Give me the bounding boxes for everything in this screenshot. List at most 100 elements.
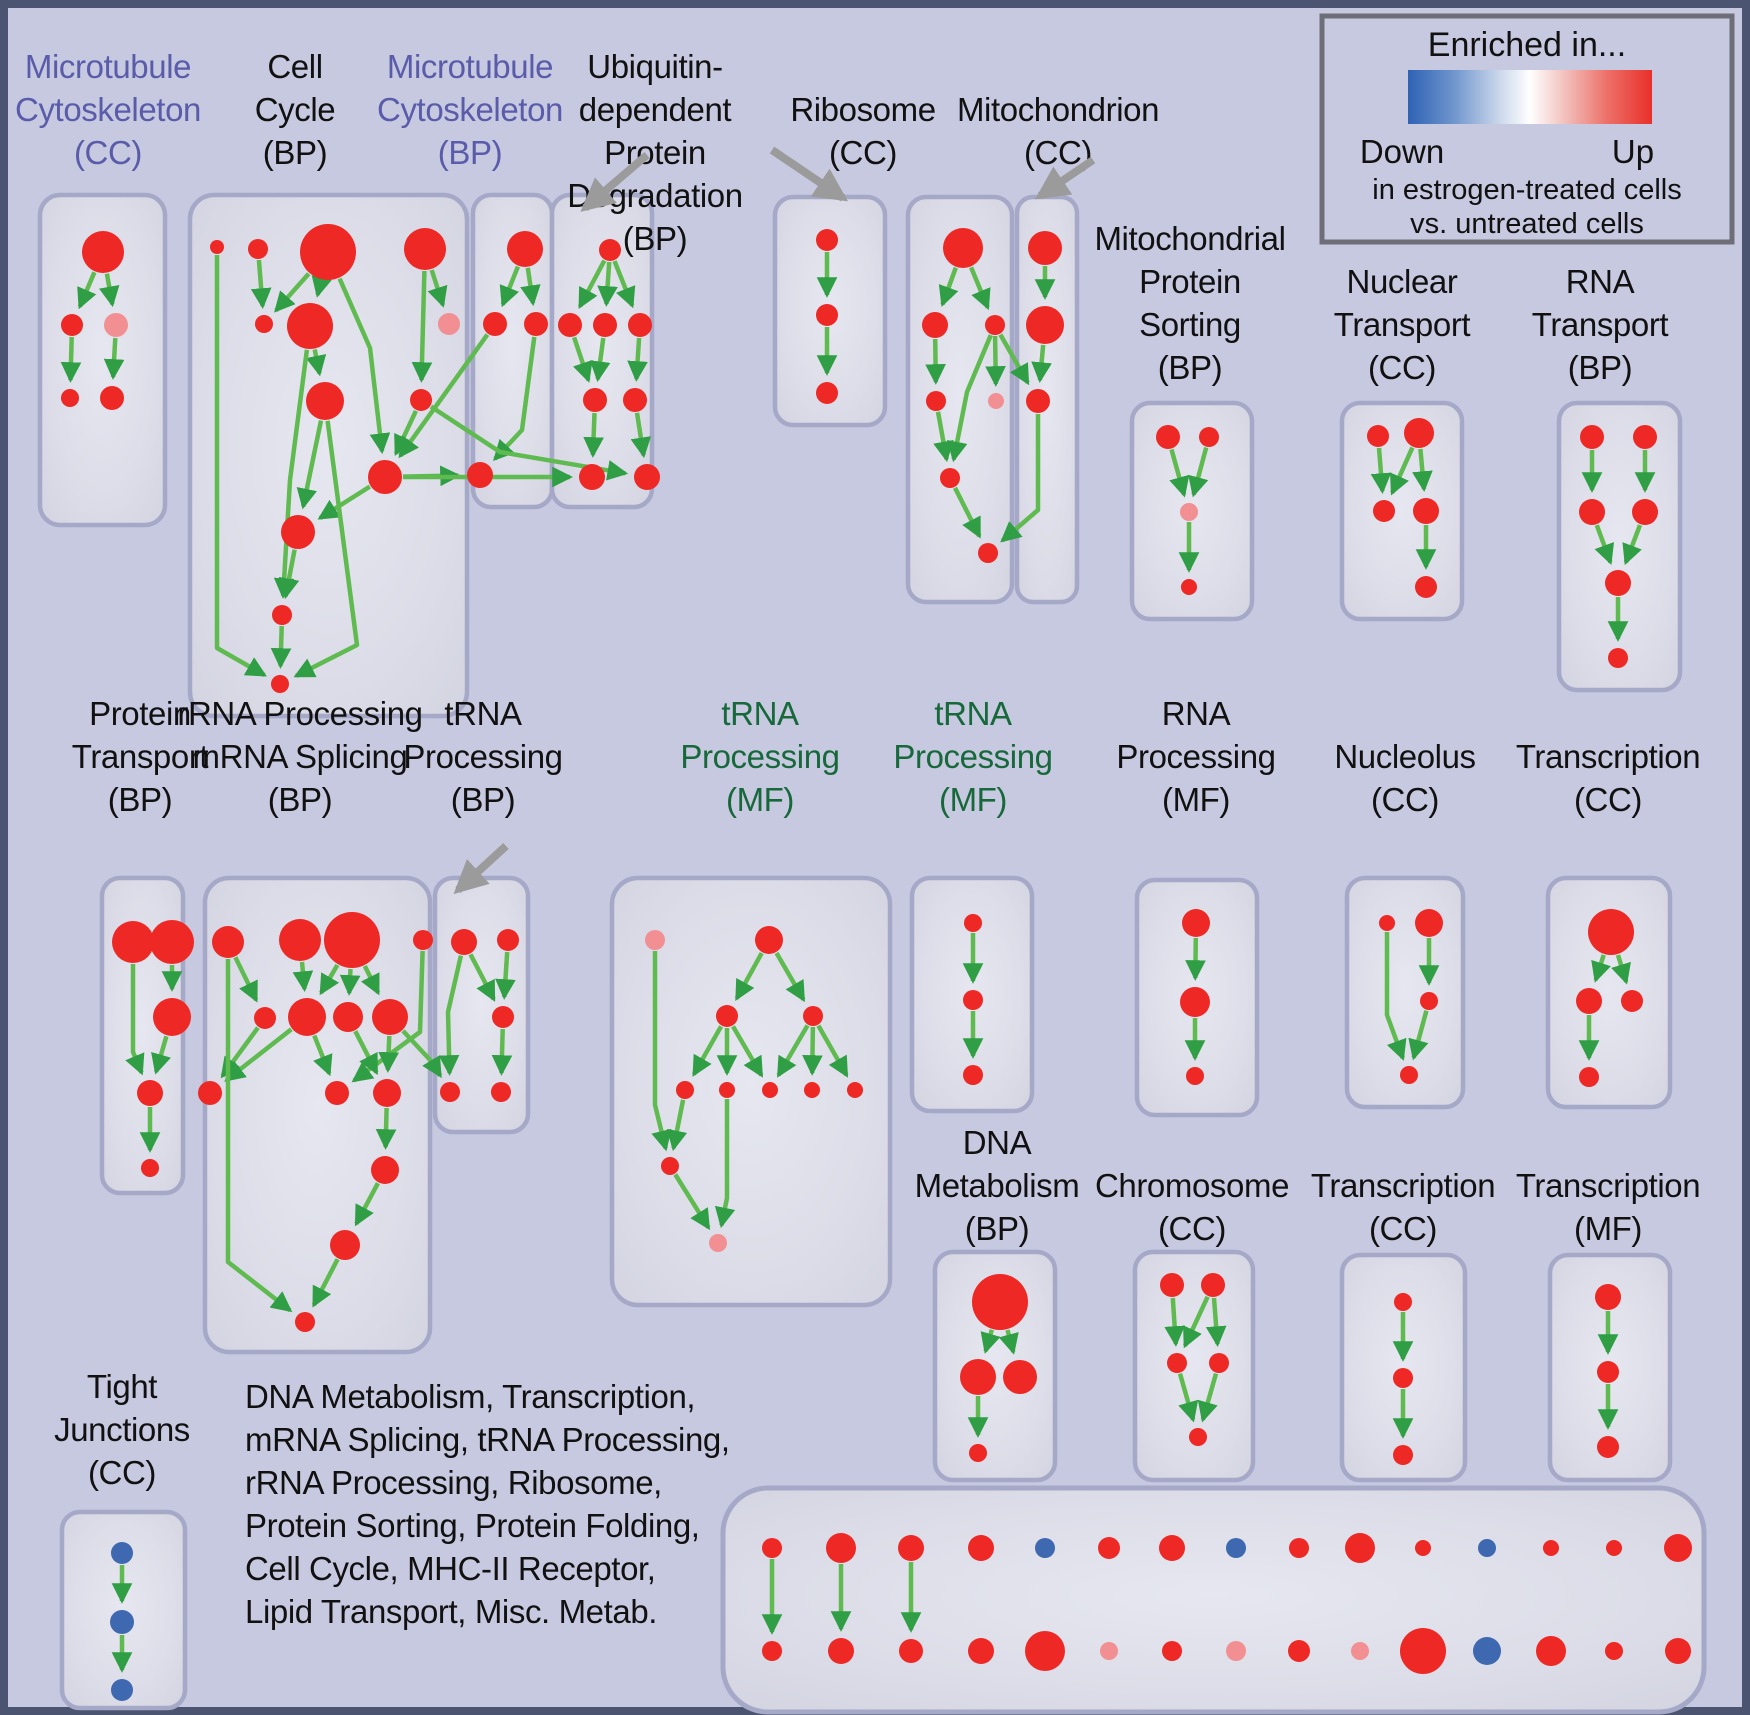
edge-arrow-chromosome-cc [1177,1372,1199,1423]
cluster-label-protein-transport-bp: Transport [72,738,209,775]
cluster-label-protein-transport-bp: (BP) [108,781,172,818]
go-term-node-trna-processing-bp [451,929,477,955]
cluster-label-rna-transport-bp: RNA [1566,263,1635,300]
go-term-node-cell-cycle-bp [248,239,268,259]
cluster-label-ubiquitin-degradation-bp-1: (BP) [623,220,687,257]
go-term-node-ubiquitin-degradation-bp-1 [583,388,607,412]
go-term-node-trna-processing-mf-large [755,926,783,954]
go-term-node-misc-bottom [1605,1642,1623,1660]
go-term-node-misc-top [1035,1538,1055,1558]
cluster-label-microtubule-cytoskeleton-bp: Microtubule [387,48,553,85]
edge-arrow-cell-cycle-bp [317,484,372,521]
go-term-node-misc-top [1289,1538,1309,1558]
edge-arrow-ubiquitin-degradation-bp-1 [583,412,604,458]
go-term-node-tight-junctions-cc [111,1542,133,1564]
go-term-node-dna-metabolism-bp [960,1359,996,1395]
go-term-node-mitochondrial-protein-sorting-bp [1180,503,1198,521]
go-term-node-protein-transport-bp [137,1080,163,1106]
edge-arrow-ubiquitin-degradation-bp-1 [571,336,593,383]
cluster-label-tight-junctions-cc: (CC) [88,1454,156,1491]
edge-arrow-rrna-processing-mrna-splicing-bp [225,959,293,1313]
edge-arrow-cell-cycle-bp [427,269,448,308]
go-term-node-rrna-processing-mrna-splicing-bp [254,1007,276,1029]
go-term-node-ribosome-cc [978,543,998,563]
edge-arrow-cross-cluster [998,333,1030,386]
cluster-label-trna-processing-bp: tRNA [444,695,522,732]
edge-arrow-rna-processing-mf [1185,937,1206,981]
go-term-node-tight-junctions-cc [111,1679,133,1701]
cluster-box-tight-junctions-cc [59,1509,188,1711]
edge-arrow-microtubule-cytoskeleton-bp [520,267,541,307]
edge-arrow-trna-processing-mf-large [651,951,672,1152]
cluster-box-microtubule-cytoskeleton-cc [37,192,168,528]
go-term-node-transcription-cc-bottom [1394,1293,1412,1311]
edge-arrow-ribosome-cc [925,338,946,385]
go-term-node-rna-processing-mf [1186,1067,1204,1085]
go-term-node-misc-top [1345,1533,1375,1563]
go-term-node-nuclear-transport-cc [1367,425,1389,447]
go-term-node-cell-cycle-bp [271,675,289,693]
go-term-node-ubiquitin-degradation-bp-2 [816,229,838,251]
go-term-node-ribosome-cc [985,315,1005,335]
go-term-node-rrna-processing-mrna-splicing-bp [198,1081,222,1105]
go-term-node-trna-processing-mf-large [676,1081,694,1099]
pointer-arrows-layer [453,146,1096,895]
cluster-label-microtubule-cytoskeleton-bp: (BP) [438,134,502,171]
edge-arrow-trna-processing-mf-large [691,1025,724,1077]
go-term-node-microtubule-cytoskeleton-bp [483,312,507,336]
edge-arrow-ribosome-cc [946,334,993,463]
edge-arrow-cross-cluster [401,1029,443,1079]
edge-arrow-mitochondrial-protein-sorting-bp [1169,448,1190,498]
edge-arrow-rrna-processing-mrna-splicing-bp [224,1027,293,1082]
nodes-layer [61,224,1692,1701]
go-term-node-transcription-cc-bottom [1393,1445,1413,1465]
edge-arrow-microtubule-cytoskeleton-cc [103,337,125,380]
edge-arrow-trna-processing-mf-large [734,952,764,1002]
legend-subtitle-2: vs. untreated cells [1410,208,1644,240]
go-term-node-misc-top [826,1533,856,1563]
go-term-node-misc-bottom [1400,1628,1446,1674]
cluster-label-transcription-cc-mid: (CC) [1574,781,1642,818]
go-term-node-ubiquitin-degradation-bp-1 [558,313,582,337]
go-term-node-misc-bottom [899,1639,923,1663]
misc-note-line: Lipid Transport, Misc. Metab. [245,1593,657,1630]
go-term-node-cell-cycle-bp [281,515,315,549]
go-term-node-rna-transport-bp [1580,425,1604,449]
cluster-label-ribosome-cc: (CC) [829,134,897,171]
edge-arrow-nucleolus-cc [1408,1010,1429,1061]
cluster-box-chromosome-cc [1132,1249,1256,1483]
go-term-node-misc-bottom [1288,1640,1310,1662]
edge-arrow-ribosome-cc [933,411,954,463]
edge-arrow-trna-processing-mf-large [802,1026,823,1076]
edge-arrow-rrna-processing-mrna-splicing-bp [360,964,381,996]
edge-arrow-protein-transport-bp [151,1035,171,1075]
misc-note-line: mRNA Splicing, tRNA Processing, [245,1421,730,1458]
cluster-label-cell-cycle-bp: (BP) [263,134,327,171]
cluster-label-rna-processing-mf: (MF) [1162,781,1230,818]
edge-arrow-chromosome-cc [1164,1297,1185,1347]
go-term-node-ribosome-cc [940,468,960,488]
edge-arrow-rrna-processing-mrna-splicing-bp [353,1030,379,1076]
cluster-label-trna-processing-mf-small: tRNA [934,695,1012,732]
go-term-node-protein-transport-bp [141,1159,159,1177]
go-term-node-microtubule-cytoskeleton-bp [507,231,543,267]
go-term-node-rna-processing-mf [1180,987,1210,1017]
label-pointer-arrow-icon [769,146,849,202]
cluster-box-nuclear-transport-cc [1339,400,1465,622]
cluster-label-rna-transport-bp: Transport [1532,306,1669,343]
legend-gradient-bar [1408,70,1652,124]
go-term-node-rrna-processing-mrna-splicing-bp [372,999,408,1035]
go-term-node-transcription-cc-mid [1588,909,1634,955]
go-term-node-chromosome-cc [1209,1353,1229,1373]
edge-arrow-rrna-processing-mrna-splicing-bp [375,1107,397,1150]
labels-layer: Microtubule Cytoskeleton (CC) Cell Cycle (BP)… [15,48,1701,1491]
go-term-node-nuclear-transport-cc [1404,418,1434,448]
edge-arrow-protein-transport-bp [125,964,145,1076]
go-term-node-dna-metabolism-bp [972,1274,1028,1330]
edge-arrow-cell-cycle-bp [296,420,324,510]
cluster-label-chromosome-cc: (CC) [1158,1210,1226,1247]
cluster-label-microtubule-cytoskeleton-bp: Cytoskeleton [377,91,563,128]
cluster-label-trna-processing-mf-large: tRNA [721,695,799,732]
go-term-node-nuclear-transport-cc [1373,500,1395,522]
